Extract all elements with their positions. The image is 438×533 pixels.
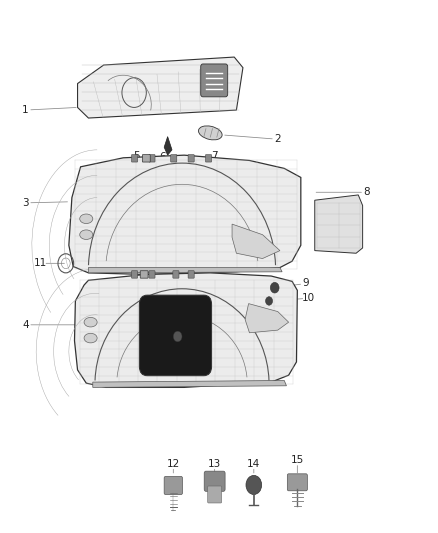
FancyBboxPatch shape (131, 155, 138, 162)
Ellipse shape (198, 126, 222, 140)
Text: 13: 13 (208, 459, 221, 469)
Text: 6: 6 (154, 266, 160, 276)
Polygon shape (315, 195, 363, 253)
FancyBboxPatch shape (142, 155, 150, 162)
Text: 7: 7 (212, 151, 218, 161)
Text: 5: 5 (133, 265, 140, 275)
Circle shape (173, 331, 182, 342)
FancyBboxPatch shape (139, 295, 212, 376)
Polygon shape (245, 304, 289, 333)
Polygon shape (69, 155, 301, 274)
FancyBboxPatch shape (173, 271, 179, 278)
Polygon shape (74, 273, 297, 387)
Circle shape (246, 475, 261, 495)
Circle shape (270, 282, 279, 293)
FancyBboxPatch shape (208, 486, 222, 503)
Text: 6: 6 (159, 152, 166, 162)
Circle shape (265, 297, 272, 305)
FancyBboxPatch shape (287, 474, 307, 491)
Text: 4: 4 (22, 320, 28, 330)
Polygon shape (78, 57, 243, 118)
FancyBboxPatch shape (205, 155, 212, 162)
Polygon shape (88, 268, 282, 273)
Text: 1: 1 (22, 105, 28, 115)
FancyBboxPatch shape (204, 471, 225, 491)
FancyBboxPatch shape (164, 477, 183, 495)
Text: 11: 11 (34, 259, 47, 268)
Text: 3: 3 (22, 198, 28, 208)
FancyBboxPatch shape (188, 271, 194, 278)
Text: 7: 7 (193, 266, 200, 276)
Text: 8: 8 (364, 187, 370, 197)
Ellipse shape (80, 214, 93, 223)
FancyBboxPatch shape (131, 271, 138, 278)
Text: 5: 5 (133, 151, 140, 161)
Polygon shape (232, 224, 280, 259)
FancyBboxPatch shape (201, 64, 228, 97)
FancyBboxPatch shape (140, 271, 148, 278)
Text: 9: 9 (303, 278, 309, 288)
Polygon shape (93, 381, 286, 387)
Text: 10: 10 (302, 293, 315, 303)
FancyBboxPatch shape (171, 155, 177, 162)
Text: 12: 12 (167, 459, 180, 469)
Polygon shape (164, 136, 172, 155)
FancyBboxPatch shape (149, 155, 155, 162)
FancyBboxPatch shape (149, 271, 155, 278)
Ellipse shape (84, 333, 97, 343)
Text: 15: 15 (291, 455, 304, 465)
Text: 2: 2 (275, 134, 281, 144)
Ellipse shape (80, 230, 93, 239)
Ellipse shape (84, 317, 97, 327)
FancyBboxPatch shape (188, 155, 194, 162)
Text: 14: 14 (247, 459, 261, 469)
